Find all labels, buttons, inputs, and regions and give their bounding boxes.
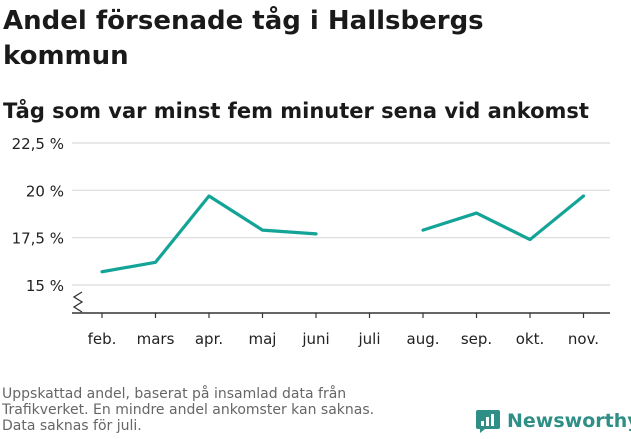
footnote-line-3: Data saknas för juli. (2, 418, 142, 434)
footnote-line-1: Uppskattad andel, baserat på insamlad da… (2, 386, 347, 402)
brand-logo: Newsworthy (475, 408, 631, 434)
footnote: Uppskattad andel, baserat på insamlad da… (2, 386, 442, 434)
y-tick-label: 22,5 % (12, 135, 64, 153)
axis-break-icon (72, 291, 84, 313)
brand-name: Newsworthy (507, 410, 631, 432)
x-tick-label: juni (301, 330, 329, 348)
series-line (100, 194, 318, 274)
x-tick-label: juli (357, 330, 380, 348)
x-tick-label: okt. (516, 330, 545, 348)
chart-title: Andel försenade tåg i Hallsbergs kommun (3, 6, 484, 71)
newsworthy-logo-icon (476, 410, 500, 433)
x-tick-label: aug. (407, 330, 440, 348)
x-tick-label: apr. (195, 330, 223, 348)
chart-subtitle: Tåg som var minst fem minuter sena vid a… (3, 99, 589, 123)
footnote-line-2: Trafikverket. En mindre andel ankomster … (2, 402, 375, 418)
y-tick-label: 20 % (26, 182, 64, 200)
y-tick-label: 15 % (26, 277, 64, 295)
x-tick-label: mars (137, 330, 175, 348)
series-line (421, 194, 586, 242)
x-tick-label: sep. (461, 330, 492, 348)
line-chart: 15 % 17,5 % 20 % 22,5 % feb. mars apr. maj juni j… (12, 135, 610, 348)
x-tick-label: maj (249, 330, 277, 348)
x-tick-label: nov. (568, 330, 599, 348)
x-tick-label: feb. (88, 330, 117, 348)
y-tick-label: 17,5 % (12, 230, 64, 248)
